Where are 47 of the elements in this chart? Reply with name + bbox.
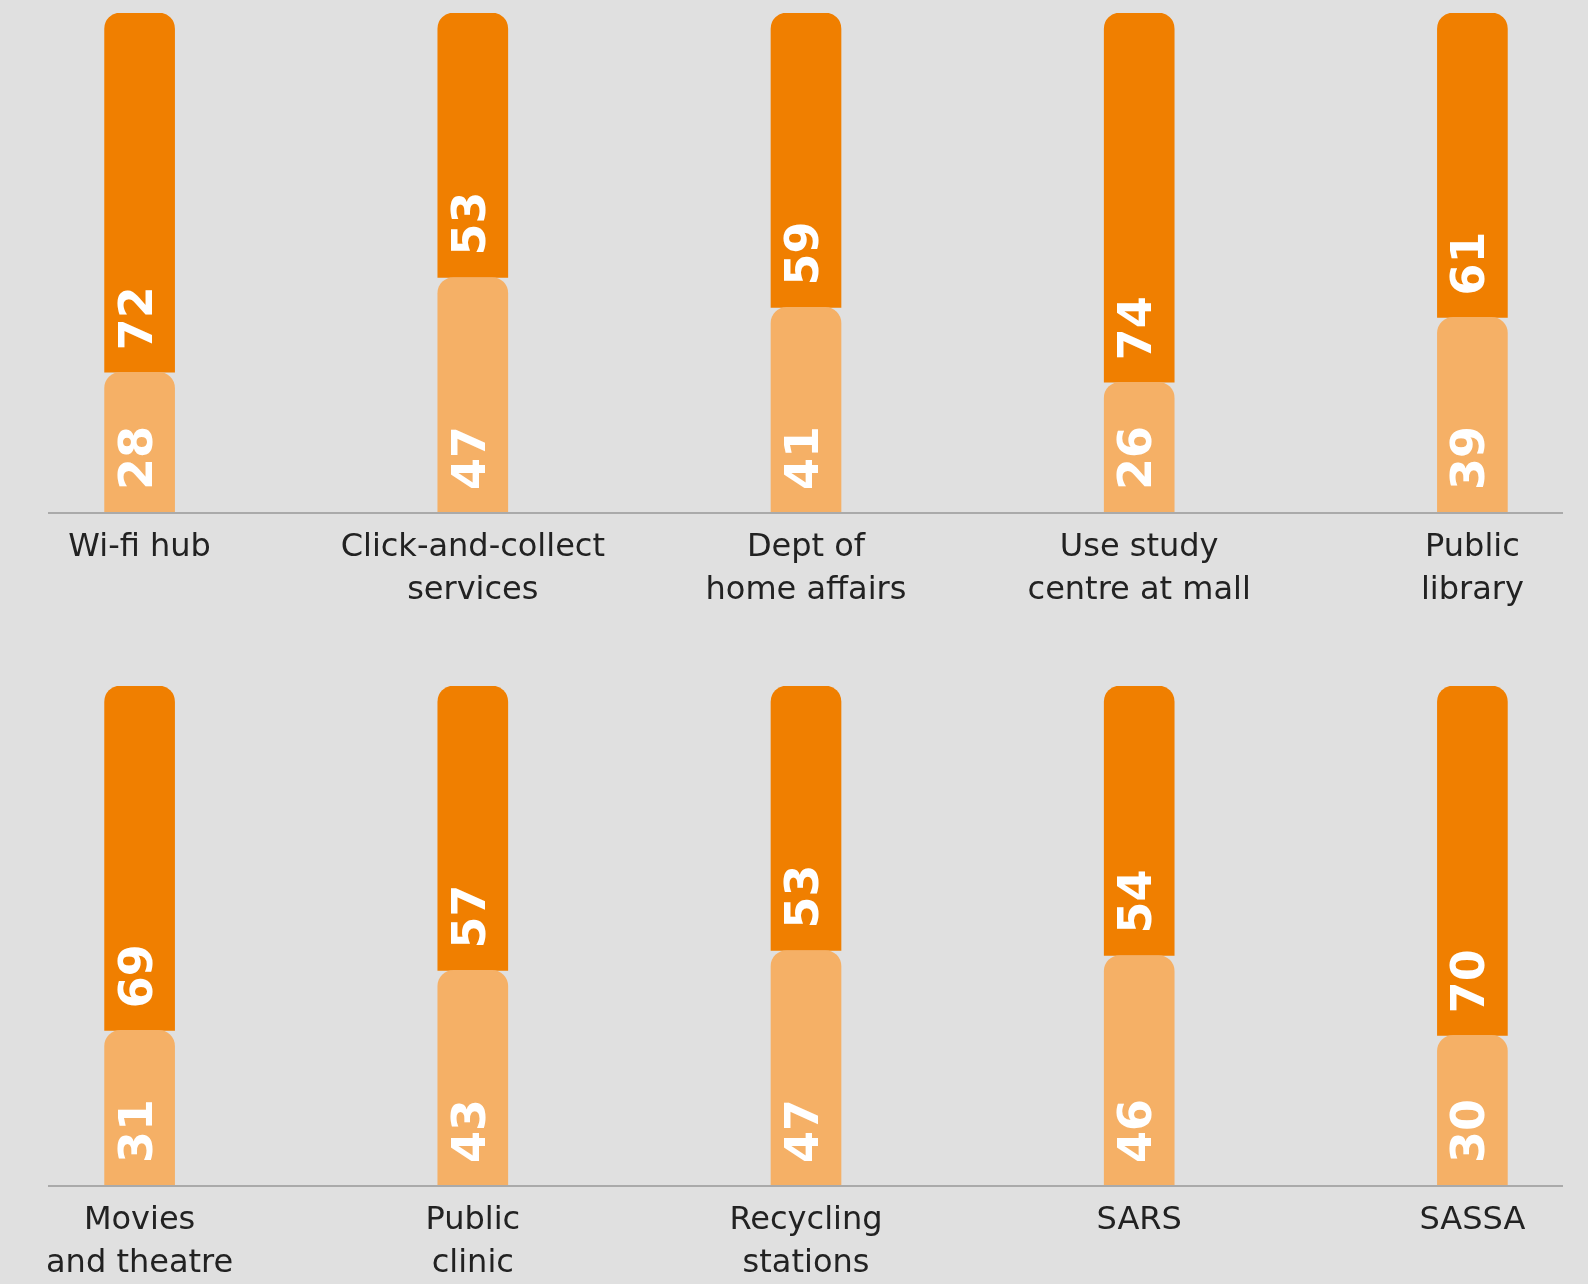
bar xyxy=(1437,686,1508,1036)
data-label: 43 xyxy=(441,1098,496,1163)
x-tick-label: Public clinic xyxy=(425,1198,521,1281)
x-tick-label: Movies and theatre xyxy=(46,1198,234,1281)
x-tick-label: Click-and-collect services xyxy=(340,525,605,608)
data-label: 53 xyxy=(774,864,829,929)
bar xyxy=(104,13,175,373)
data-label: 26 xyxy=(1108,425,1163,490)
bar xyxy=(770,686,842,951)
data-label: 31 xyxy=(108,1098,163,1163)
x-tick-label: SASSA xyxy=(1419,1198,1526,1237)
bar xyxy=(437,686,509,971)
data-label: 30 xyxy=(1441,1098,1496,1163)
bar xyxy=(770,13,842,308)
bar xyxy=(1103,955,1175,1185)
x-tick-label: Dept of home affairs xyxy=(705,525,907,608)
x-tick-label: Wi-fi hub xyxy=(68,525,211,564)
data-label: 72 xyxy=(108,286,163,351)
data-label: 57 xyxy=(441,884,496,949)
data-label: 70 xyxy=(1441,949,1496,1014)
data-label: 61 xyxy=(1441,231,1496,296)
x-tick-label: SARS xyxy=(1096,1198,1182,1237)
data-label: 47 xyxy=(441,425,496,490)
bar xyxy=(1437,13,1508,318)
bar xyxy=(104,1029,175,1185)
data-label: 28 xyxy=(108,425,163,490)
x-tick-label: Public library xyxy=(1420,525,1524,608)
data-label: 41 xyxy=(774,425,829,490)
bar xyxy=(1103,13,1175,383)
x-tick-label: Use study centre at mall xyxy=(1027,525,1251,608)
data-label: 74 xyxy=(1108,296,1163,361)
bar xyxy=(770,307,842,512)
x-tick-label: Recycling stations xyxy=(729,1198,883,1281)
data-label: 69 xyxy=(108,944,163,1009)
data-label: 59 xyxy=(774,221,829,286)
bar xyxy=(770,950,842,1185)
data-label: 54 xyxy=(1108,869,1163,934)
bar xyxy=(437,13,509,278)
data-label: 39 xyxy=(1441,425,1496,490)
bar xyxy=(104,686,175,1031)
bar xyxy=(1437,317,1508,512)
data-label: 47 xyxy=(774,1098,829,1163)
data-label: 46 xyxy=(1108,1098,1163,1163)
bar xyxy=(1103,686,1175,956)
bar xyxy=(437,970,509,1185)
bar xyxy=(437,277,509,512)
data-label: 53 xyxy=(441,191,496,256)
